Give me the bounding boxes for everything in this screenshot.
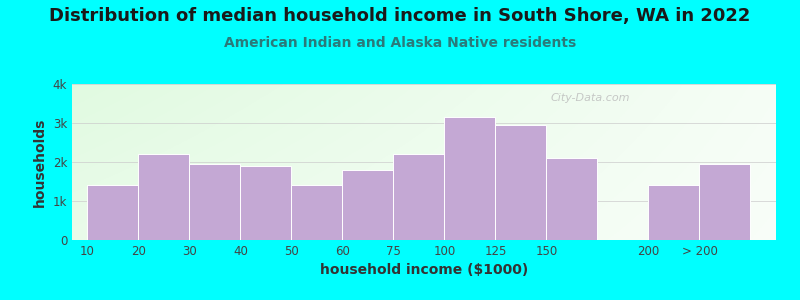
X-axis label: household income ($1000): household income ($1000) (320, 263, 528, 278)
Bar (342, 170, 394, 240)
Bar (699, 164, 750, 240)
Bar (190, 164, 240, 240)
Bar (291, 185, 342, 240)
Bar (649, 185, 699, 240)
Bar (495, 125, 546, 240)
Bar (87, 185, 138, 240)
Bar (138, 154, 190, 240)
Y-axis label: households: households (34, 117, 47, 207)
Bar (394, 154, 445, 240)
Bar (445, 117, 495, 240)
Text: American Indian and Alaska Native residents: American Indian and Alaska Native reside… (224, 36, 576, 50)
Bar (240, 166, 291, 240)
Text: Distribution of median household income in South Shore, WA in 2022: Distribution of median household income … (50, 8, 750, 26)
Text: City-Data.com: City-Data.com (550, 93, 630, 103)
Bar (546, 158, 598, 240)
